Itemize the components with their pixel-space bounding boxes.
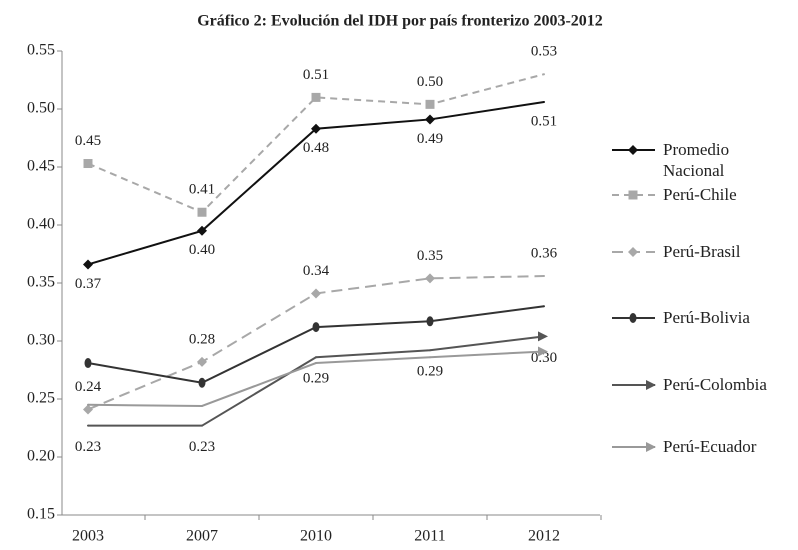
x-tick-label: 2010 (300, 528, 332, 545)
legend-label: Perú-Bolivia (663, 308, 750, 327)
y-tick-label: 0.15 (27, 506, 55, 523)
legend-marker (646, 442, 656, 452)
legend-marker (646, 380, 656, 390)
legend-label: Perú-Chile (663, 185, 737, 204)
data-point (197, 356, 207, 367)
data-point (538, 331, 548, 342)
data-label: 0.48 (303, 140, 329, 156)
chart-title: Gráfico 2: Evolución del IDH por país fr… (197, 13, 603, 30)
data-point (543, 101, 545, 104)
data-point (425, 99, 435, 109)
data-label: 0.41 (189, 182, 215, 198)
legend-label: Promedio Nacional (663, 140, 730, 180)
data-point (87, 424, 89, 427)
y-tick-label: 0.50 (27, 100, 55, 117)
data-label: 0.35 (417, 248, 443, 264)
data-point (87, 403, 89, 406)
legend-marker (628, 190, 638, 200)
legend-label: Perú-Brasil (663, 242, 741, 261)
data-point (429, 349, 431, 352)
data-point (429, 356, 431, 359)
data-label: 0.34 (303, 263, 330, 279)
data-label: 0.29 (417, 364, 443, 380)
data-label: 0.28 (189, 331, 215, 347)
data-point (83, 404, 93, 415)
data-point (311, 288, 321, 299)
data-label: 0.37 (75, 276, 102, 292)
x-tick-label: 2003 (72, 528, 104, 545)
legend-marker (628, 247, 638, 257)
data-point (426, 316, 434, 327)
legend-label: Perú-Colombia (663, 375, 767, 394)
y-tick-label: 0.25 (27, 390, 55, 407)
data-label: 0.40 (189, 242, 215, 258)
data-label: 0.53 (531, 44, 557, 60)
data-label: 0.49 (417, 131, 443, 147)
data-point (311, 92, 321, 102)
data-point (198, 377, 206, 388)
y-tick-label: 0.55 (27, 42, 55, 59)
data-point (201, 424, 203, 427)
data-label: 0.29 (303, 371, 329, 387)
x-tick-label: 2007 (186, 528, 218, 545)
data-point (312, 322, 320, 333)
data-point (197, 207, 207, 217)
legend-marker (629, 313, 637, 323)
legend-marker (628, 145, 638, 155)
data-point (425, 114, 435, 125)
data-label: 0.36 (531, 245, 558, 261)
x-tick-label: 2012 (528, 528, 560, 545)
data-point (543, 305, 545, 308)
x-tick-label: 2011 (414, 528, 445, 545)
data-point (201, 404, 203, 407)
data-point (425, 273, 435, 284)
data-label: 0.24 (75, 379, 102, 395)
data-label: 0.45 (75, 133, 101, 149)
y-tick-label: 0.40 (27, 216, 55, 233)
data-label: 0.51 (531, 113, 557, 129)
data-label: 0.23 (189, 439, 215, 455)
data-point (83, 259, 93, 270)
data-label: 0.30 (531, 350, 557, 366)
data-point (543, 275, 545, 278)
data-point (197, 225, 207, 236)
data-point (538, 346, 548, 357)
data-label: 0.23 (75, 439, 101, 455)
y-tick-label: 0.35 (27, 274, 55, 291)
y-tick-label: 0.20 (27, 448, 55, 465)
data-point (543, 73, 545, 76)
data-point (83, 159, 93, 169)
data-point (84, 358, 92, 369)
y-tick-label: 0.45 (27, 158, 55, 175)
data-point (315, 362, 317, 365)
y-tick-label: 0.30 (27, 332, 55, 349)
data-point (311, 123, 321, 134)
data-label: 0.51 (303, 67, 329, 83)
data-label: 0.50 (417, 74, 443, 90)
legend-label: Perú-Ecuador (663, 437, 757, 456)
data-point (315, 356, 317, 359)
